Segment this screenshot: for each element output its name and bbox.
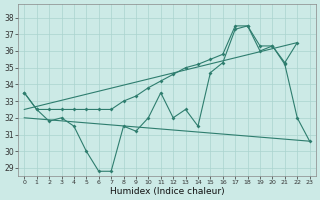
- X-axis label: Humidex (Indice chaleur): Humidex (Indice chaleur): [110, 187, 224, 196]
